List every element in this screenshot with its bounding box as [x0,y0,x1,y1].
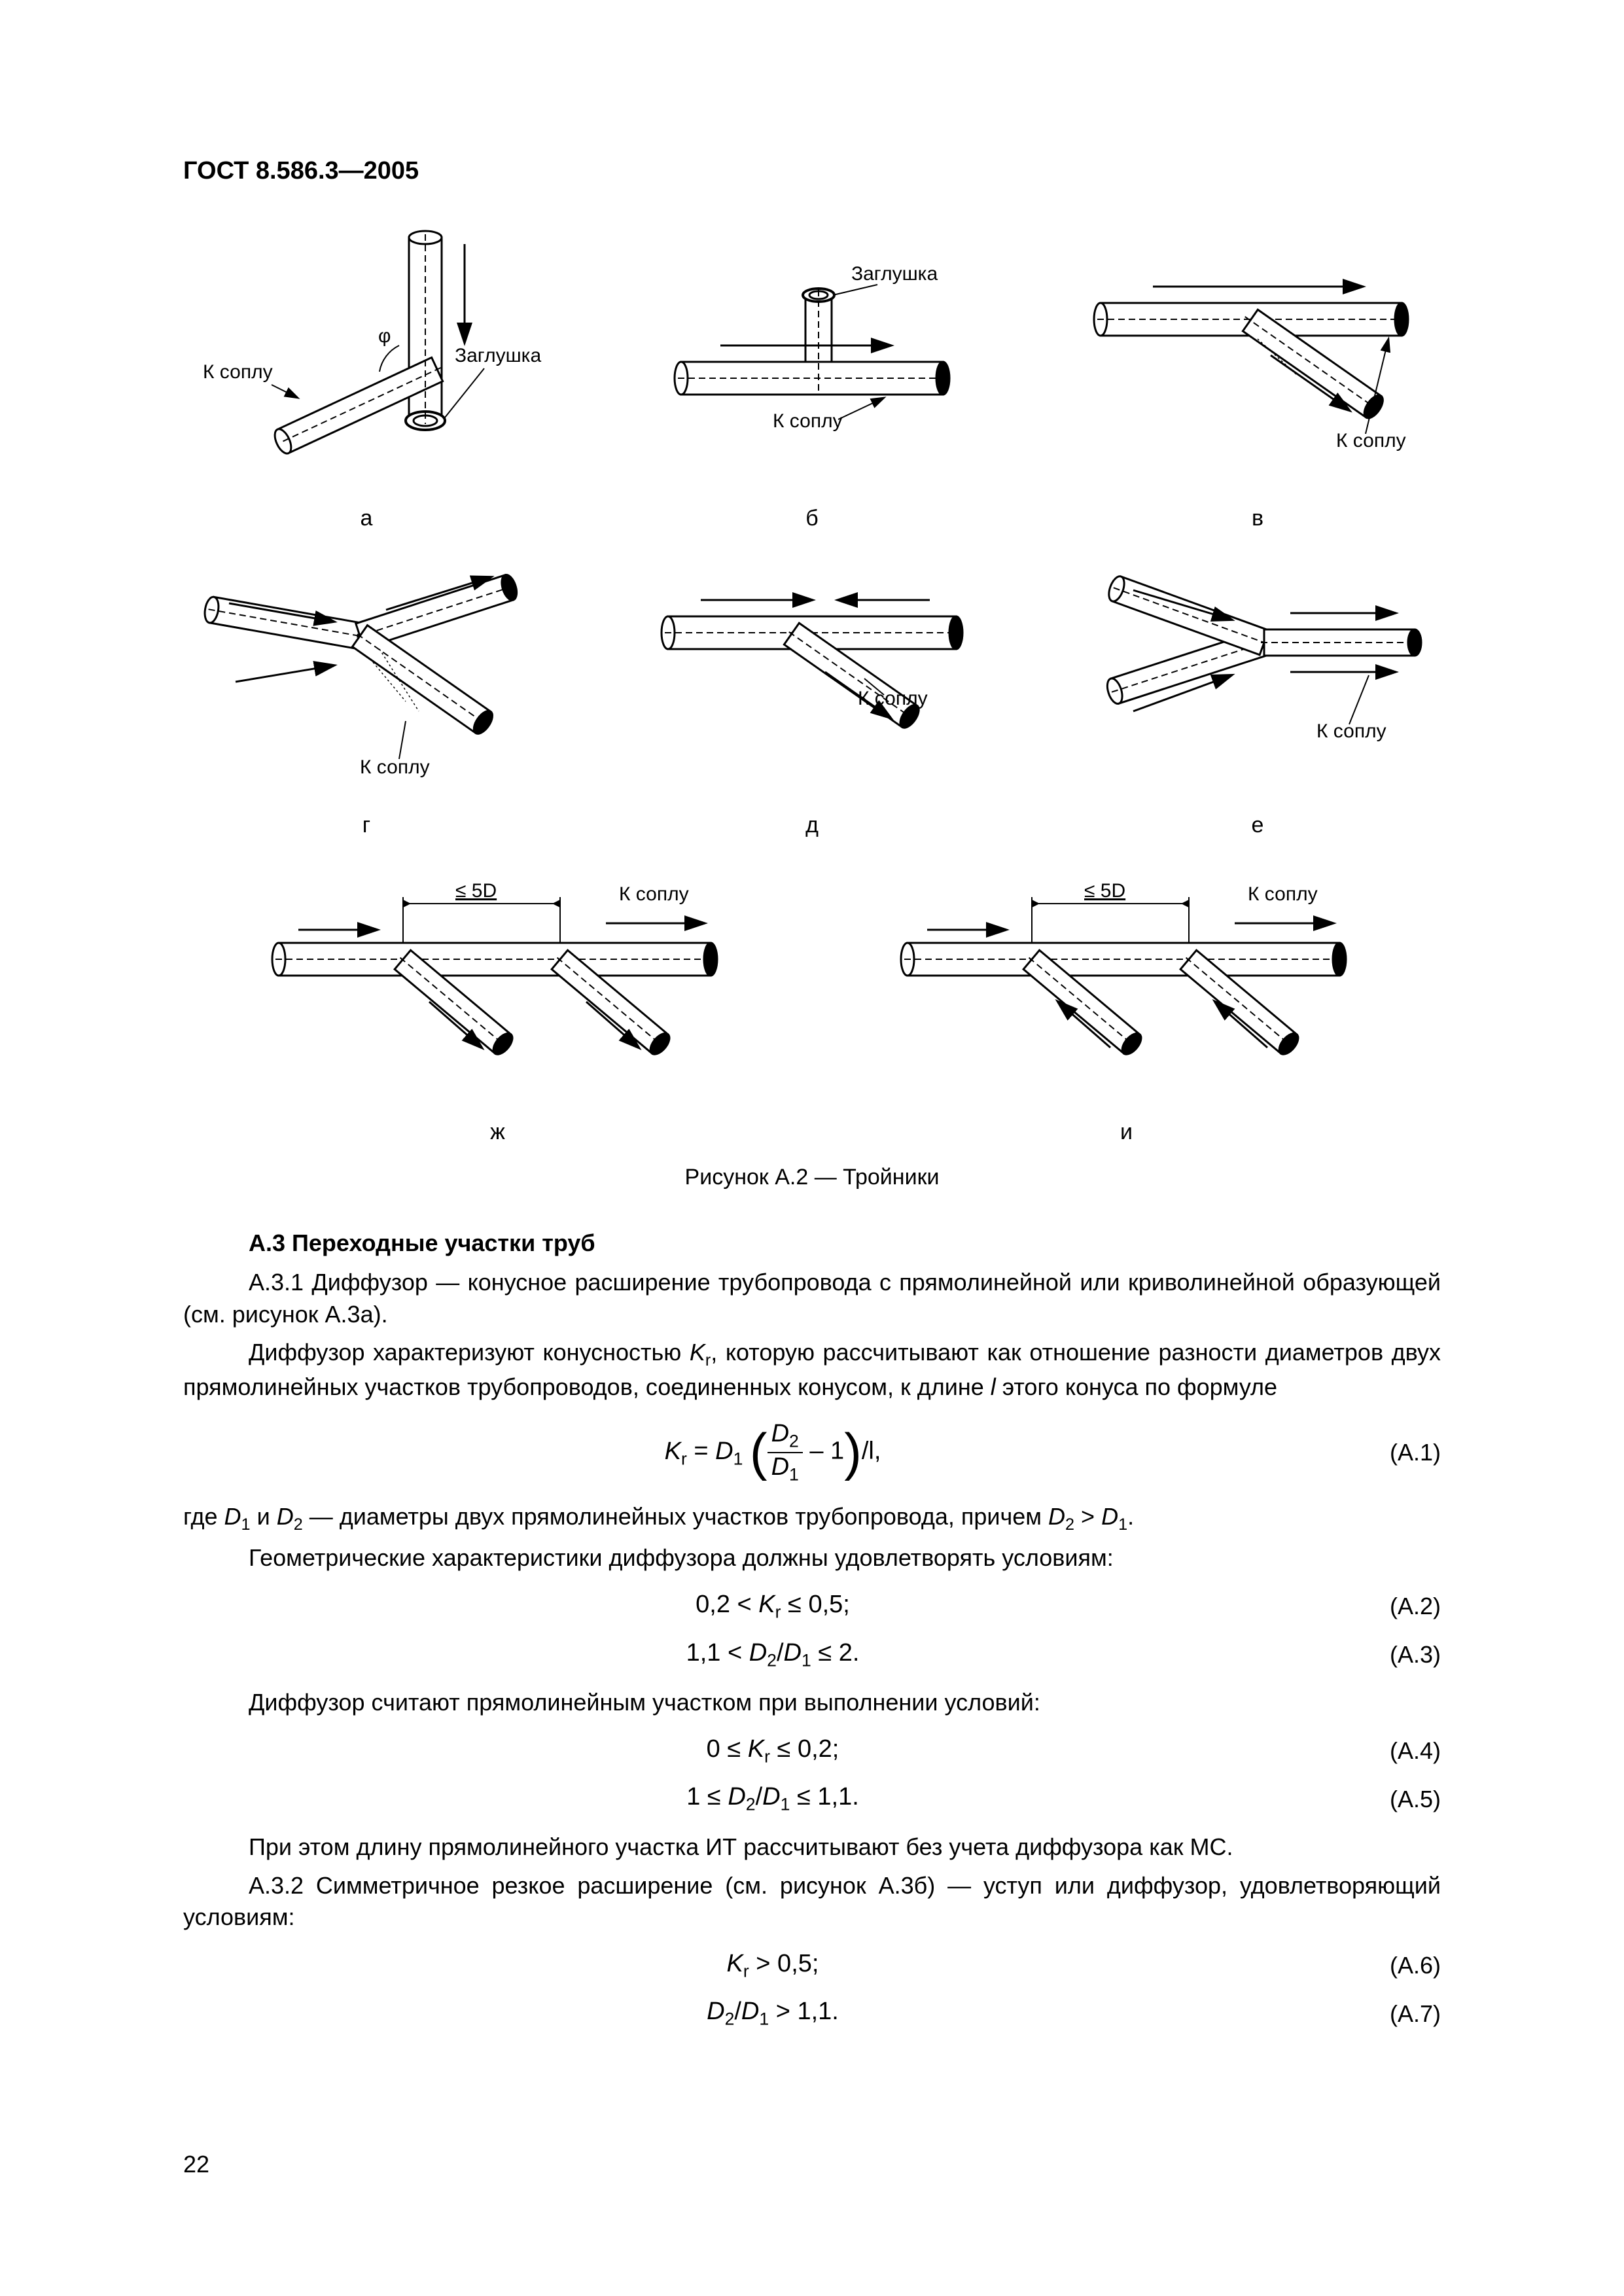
svg-text:К соплу: К соплу [203,361,273,383]
para-where: где D1 и D2 — диаметры двух прямолинейны… [183,1501,1441,1536]
equation-a1-number: (А.1) [1362,1439,1441,1466]
svg-text:К соплу: К соплу [360,756,430,778]
figure-panel-d: К соплу д [642,557,982,838]
figure-row-1: φ К соплу Заглушка а [183,224,1441,531]
panel-label-i: и [881,1120,1372,1145]
section-heading: А.3 Переходные участки труб [249,1229,1441,1257]
svg-text:К соплу: К соплу [1248,883,1318,905]
panel-label-v: в [1074,506,1441,531]
equation-a6: Kr > 0,5; (А.6) [183,1950,1441,1982]
equation-a4: 0 ≤ Kr ≤ 0,2; (А.4) [183,1735,1441,1767]
diagram-i: ≤ 5D К соплу [881,864,1372,1113]
equation-a3: 1,1 < D2/D1 ≤ 2. (А.3) [183,1639,1441,1671]
para-straight: Диффузор считают прямолинейным участком … [183,1687,1441,1719]
diagram-g: К соплу [183,557,550,806]
para-a31-body: Диффузор характеризуют конусностью Kr, к… [183,1337,1441,1404]
panel-label-b: б [642,506,982,531]
document-page: ГОСТ 8.586.3—2005 [0,0,1624,2296]
svg-text:К соплу: К соплу [858,688,928,709]
svg-text:К соплу: К соплу [1336,430,1406,451]
svg-text:Заглушка: Заглушка [455,345,541,366]
figure-panel-v: К соплу в [1074,224,1441,531]
standard-header: ГОСТ 8.586.3—2005 [183,157,1441,185]
svg-text:≤ 5D: ≤ 5D [455,880,497,902]
diagram-e: К соплу [1074,557,1441,806]
panel-label-e: е [1074,813,1441,838]
figure-row-2: К соплу г К соп [183,557,1441,838]
diagram-v: К соплу [1074,224,1441,499]
panel-label-d: д [642,813,982,838]
figure-row-3: ≤ 5D К соплу ж [183,864,1441,1145]
svg-text:К соплу: К соплу [773,410,843,432]
svg-text:Заглушка: Заглушка [851,263,938,285]
panel-label-a: а [183,506,550,531]
diagram-zh: ≤ 5D К соплу [253,864,743,1113]
panel-label-zh: ж [253,1120,743,1145]
para-note: При этом длину прямолинейного участка ИТ… [183,1831,1441,1863]
diagram-a: φ К соплу Заглушка [183,224,550,499]
equation-a2: 0,2 < Kr ≤ 0,5; (А.2) [183,1591,1441,1623]
equation-a1: Kr = D1 (D2D1 – 1)/l, (А.1) [183,1420,1441,1485]
diagram-d: К соплу [642,557,982,806]
diagram-b: Заглушка К соплу [642,224,982,499]
page-number: 22 [183,2151,209,2178]
para-a32: А.3.2 Симметричное резкое расширение (см… [183,1870,1441,1934]
svg-text:≤ 5D: ≤ 5D [1084,880,1125,902]
figure-panel-a: φ К соплу Заглушка а [183,224,550,531]
equation-a5: 1 ≤ D2/D1 ≤ 1,1. (А.5) [183,1783,1441,1815]
figure-panel-b: Заглушка К соплу б [642,224,982,531]
figure-caption: Рисунок А.2 — Тройники [183,1165,1441,1190]
figure-panel-g: К соплу г [183,557,550,838]
figure-panel-i: ≤ 5D К соплу и [881,864,1372,1145]
para-geom: Геометрические характеристики диффузора … [183,1542,1441,1574]
figure-panel-e: К соплу е [1074,557,1441,838]
figure-panel-zh: ≤ 5D К соплу ж [253,864,743,1145]
para-a31-lead: А.3.1 Диффузор — конусное расширение тру… [183,1267,1441,1330]
svg-text:К соплу: К соплу [619,883,689,905]
svg-text:φ: φ [378,325,391,347]
svg-text:К соплу: К соплу [1316,720,1386,742]
equation-a1-body: Kr = D1 (D2D1 – 1)/l, [183,1420,1362,1485]
panel-label-g: г [183,813,550,838]
equation-a7: D2/D1 > 1,1. (А.7) [183,1998,1441,2030]
